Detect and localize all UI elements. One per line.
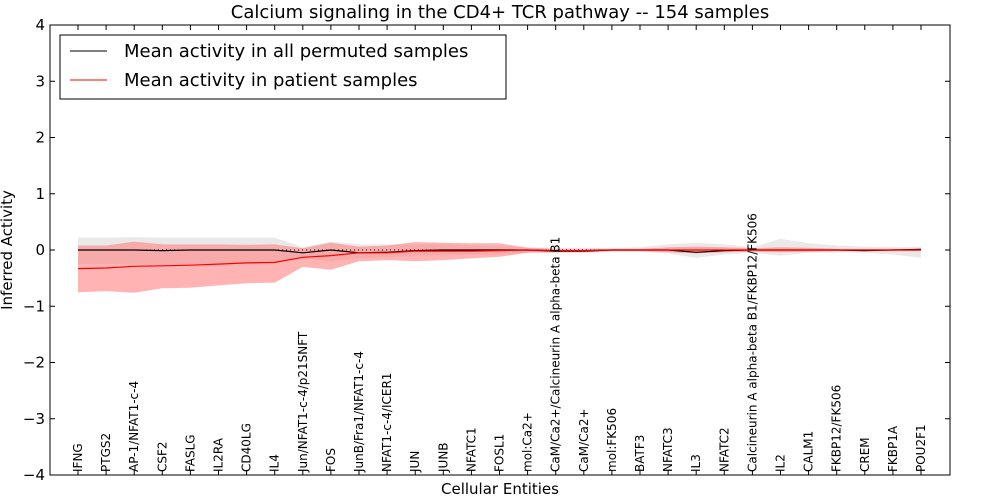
- chart-title: Calcium signaling in the CD4+ TCR pathwa…: [231, 2, 769, 23]
- xtick-label: IFNG: [71, 443, 85, 472]
- xtick-label: mol:FK506: [605, 408, 619, 472]
- xtick-label: FKBP12/FK506: [830, 385, 844, 472]
- xtick-label: NFATC1: [464, 427, 478, 472]
- xtick-label: PTGS2: [99, 433, 113, 472]
- ytick-label: −3: [23, 410, 45, 428]
- xtick-label: CaM/Ca2+/Calcineurin A alpha-beta B1: [549, 237, 563, 472]
- xtick-label: NFAT1-c-4/ICER1: [380, 373, 394, 472]
- legend: Mean activity in all permuted samples Me…: [59, 34, 507, 100]
- xtick-label: POU2F1: [914, 424, 928, 472]
- xtick-label: FOS: [324, 448, 338, 472]
- xtick-label: FASLG: [183, 434, 197, 472]
- xtick-label: CALM1: [802, 431, 816, 472]
- xtick-label: IL4: [268, 454, 282, 472]
- xtick-label: JunB/Fra1/NFAT1-c-4: [352, 351, 366, 473]
- xtick-label: Calcineurin A alpha-beta B1/FKBP12/FK506: [745, 213, 759, 472]
- ytick-label: −4: [23, 466, 45, 484]
- xtick-label: CD40LG: [240, 423, 254, 472]
- band-series-1: [78, 241, 921, 293]
- xtick-label: FOSL1: [493, 434, 507, 472]
- xtick-label: NFATC2: [717, 427, 731, 472]
- xtick-label: JUN: [408, 451, 422, 473]
- xtick-label: Jun/NFAT1-c-4/p21SNFT: [296, 331, 310, 473]
- legend-label-permuted: Mean activity in all permuted samples: [124, 41, 468, 62]
- xtick-label: IL2RA: [212, 437, 226, 472]
- ytick-label: 0: [35, 241, 45, 259]
- ytick-label: −2: [23, 354, 45, 372]
- ytick-label: −1: [23, 297, 45, 315]
- ytick-label: 2: [35, 129, 45, 147]
- y-axis-label: Inferred Activity: [0, 190, 16, 310]
- x-axis-label: Cellular Entities: [441, 480, 559, 498]
- ytick-label: 1: [35, 185, 45, 203]
- xtick-label: CaM/Ca2+: [577, 408, 591, 472]
- xtick-label: CSF2: [155, 441, 169, 472]
- legend-label-patient: Mean activity in patient samples: [124, 70, 418, 91]
- xtick-label: IL2: [774, 454, 788, 472]
- legend-box: [59, 34, 507, 100]
- xtick-label: NFATC3: [661, 427, 675, 472]
- series-lines: [77, 248, 922, 270]
- xtick-label: FKBP1A: [886, 425, 900, 472]
- line-series-1: [77, 249, 921, 270]
- x-axis-ticks: IFNG PTGS2 AP-1/NFAT1-c-4 CSF2 FASLG IL2RA CD4…: [71, 25, 928, 475]
- plot-frame: [49, 24, 951, 476]
- xtick-label: IL3: [689, 454, 703, 472]
- xtick-label: CREM: [858, 437, 872, 472]
- ytick-label: 4: [35, 16, 45, 34]
- xtick-label: JUNB: [436, 442, 450, 473]
- xtick-label: BATF3: [633, 435, 647, 472]
- xtick-label: AP-1/NFAT1-c-4: [127, 381, 141, 472]
- ytick-label: 3: [35, 72, 45, 90]
- xtick-label: mol:Ca2+: [521, 412, 535, 472]
